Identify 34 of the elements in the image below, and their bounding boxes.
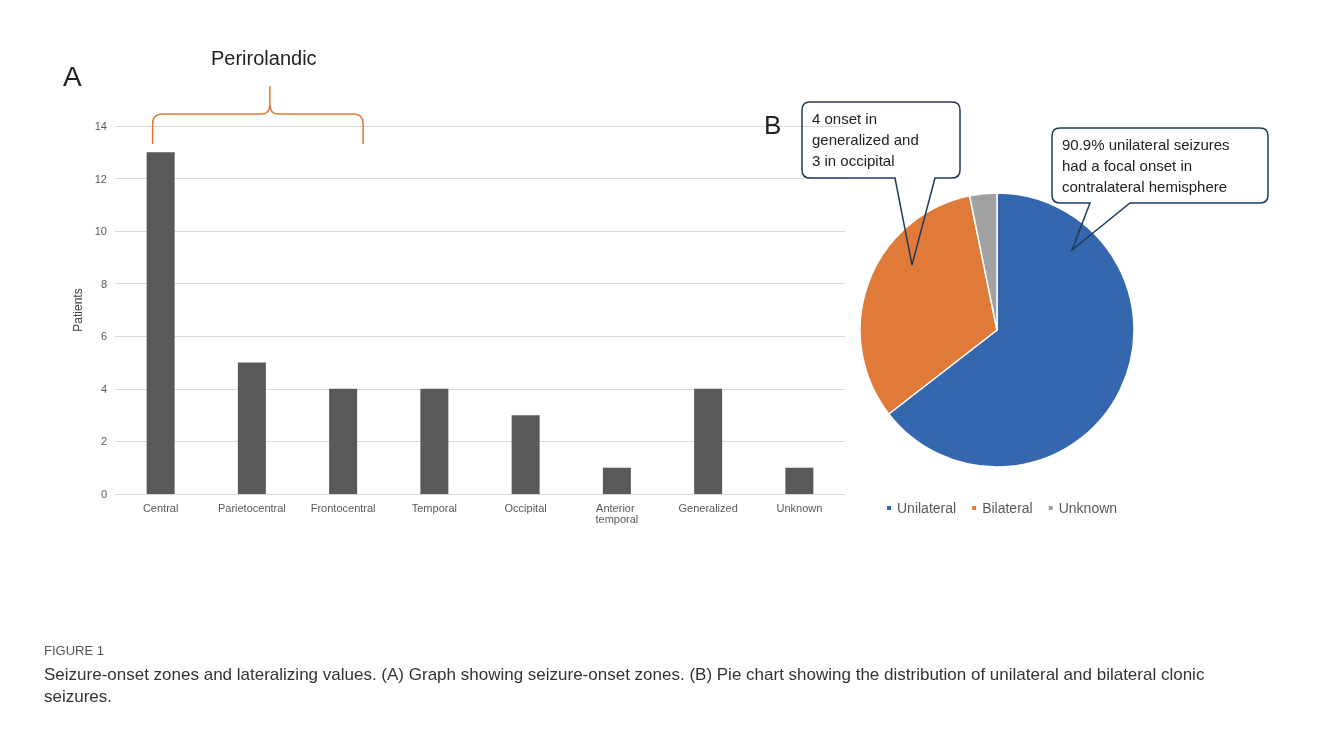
bar: [329, 388, 358, 494]
y-tick-label: 14: [94, 120, 107, 132]
annotation: 4 onset in generalized and 3 in occipital: [812, 109, 920, 171]
legend-label: Bilateral: [982, 500, 1033, 516]
y-tick-label: 6: [100, 330, 107, 343]
x-tick-label: Unknown: [776, 501, 823, 514]
y-tick-label: 12: [94, 172, 107, 185]
legend-label: Unilateral: [897, 500, 957, 516]
text: A: [63, 60, 82, 92]
x-tick-label: Parietocentral: [217, 501, 286, 514]
bar: [146, 152, 175, 494]
y-tick-label: 0: [100, 488, 107, 500]
y-tick-label: 4: [100, 382, 107, 395]
x-tick-label: Anterior temporal: [595, 501, 639, 525]
y-tick-label: 10: [94, 225, 107, 238]
y-axis-title: Patients: [70, 288, 85, 332]
bar: [511, 415, 540, 494]
caption: FIGURE 1: [44, 643, 104, 658]
bar: [785, 467, 814, 494]
annotation: B: [764, 110, 782, 140]
bar: [602, 467, 631, 494]
y-tick-label: 2: [100, 435, 107, 448]
text: Perirolandic: [211, 47, 317, 69]
bar: [694, 388, 723, 494]
x-tick-label: Occipital: [504, 501, 547, 514]
x-tick-label: Generalized: [678, 501, 738, 514]
y-tick-label: 8: [100, 277, 107, 290]
bar: [237, 362, 266, 494]
x-tick-label: Frontocentral: [310, 501, 376, 514]
x-tick-label: Central: [142, 501, 179, 514]
x-tick-label: Temporal: [411, 501, 457, 514]
text: Seizure-onset zones and lateralizing values. (A) Graph showing seizure-onset zones. (B) Pie chart showing the distribution of unilateral and bilateral clonic seizures.: [44, 664, 1206, 708]
text: 90.9% unilateral seizures had a focal onset in contralateral hemisphere: [1062, 135, 1231, 197]
bar: [420, 388, 449, 494]
